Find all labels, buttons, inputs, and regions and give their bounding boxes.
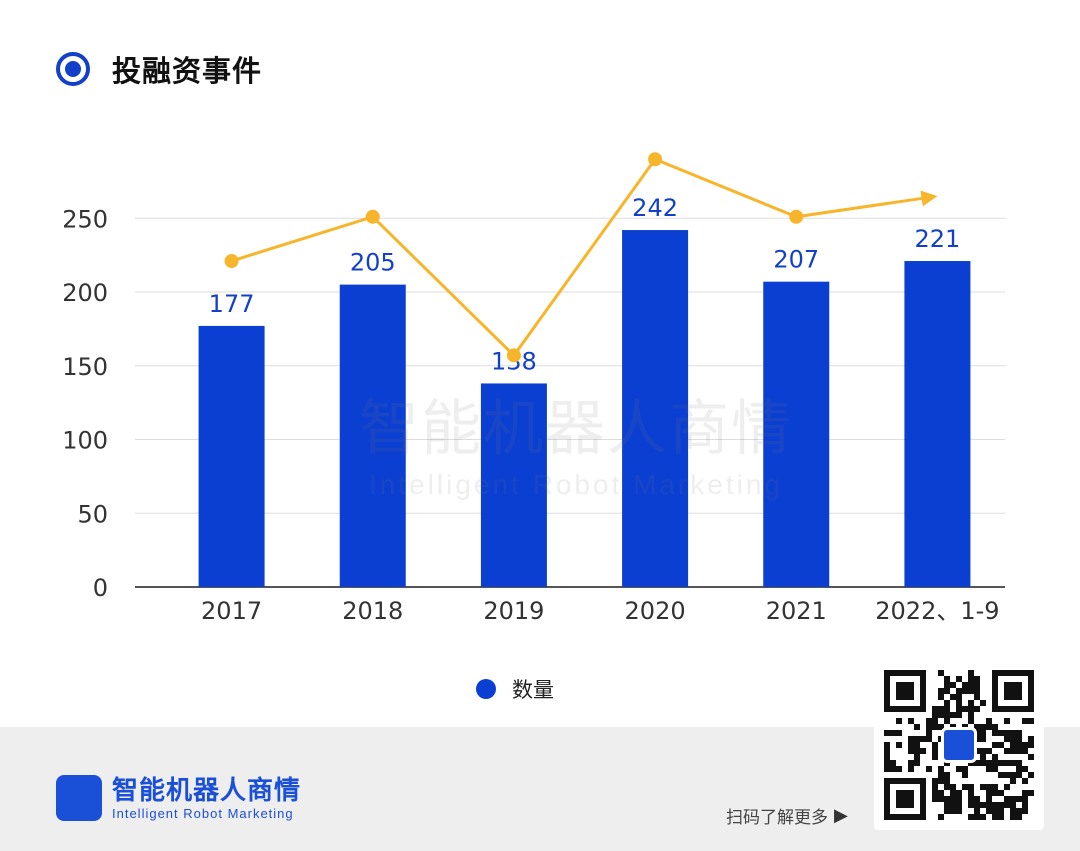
y-tick-label: 0	[93, 574, 108, 602]
x-tick-label: 2021	[766, 597, 827, 625]
x-tick-label: 2017	[201, 597, 262, 625]
scan-text: 扫码了解更多	[726, 808, 828, 828]
data-label: 177	[209, 290, 255, 318]
y-tick-label: 250	[62, 205, 108, 233]
bar	[763, 281, 830, 587]
line-point	[789, 209, 804, 224]
target-icon	[56, 52, 90, 86]
brand-logo-icon	[56, 775, 102, 821]
qr-code[interactable]	[874, 660, 1044, 830]
line-point	[224, 254, 239, 269]
bar	[339, 284, 406, 587]
brand-name-cn: 智能机器人商情	[112, 775, 302, 806]
legend-label: 数量	[512, 678, 554, 702]
qr-code-pattern	[884, 670, 1034, 820]
line-arrowhead	[920, 190, 938, 207]
data-label: 205	[350, 249, 396, 277]
data-label: 221	[915, 225, 961, 253]
scan-prompt[interactable]: 扫码了解更多 ▶	[726, 803, 848, 828]
chart-header: 投融资事件	[56, 46, 262, 92]
line-point	[648, 152, 663, 167]
page-title: 投融资事件	[112, 54, 263, 88]
line-point	[365, 209, 380, 224]
brand-name-en: Intelligent Robot Marketing	[112, 805, 294, 821]
series-line	[231, 157, 922, 358]
legend-swatch	[476, 679, 496, 699]
line-point	[506, 348, 521, 363]
qr-logo-icon	[941, 727, 977, 763]
data-label: 242	[632, 194, 678, 222]
chart-legend: 数量	[476, 674, 554, 704]
x-tick-label: 2022、1-9	[875, 597, 999, 625]
y-tick-label: 100	[62, 427, 108, 455]
bar	[480, 383, 547, 587]
y-tick-label: 150	[62, 353, 108, 381]
x-tick-label: 2019	[483, 597, 544, 625]
y-tick-label: 200	[62, 279, 108, 307]
play-arrow-icon: ▶	[834, 805, 848, 826]
x-tick-label: 2020	[625, 597, 686, 625]
x-tick-label: 2018	[342, 597, 403, 625]
brand[interactable]: 智能机器人商情 Intelligent Robot Marketing	[56, 775, 301, 821]
y-tick-label: 50	[77, 500, 108, 528]
data-label: 207	[773, 246, 819, 274]
bar	[622, 230, 689, 588]
bar	[198, 325, 265, 587]
bar	[904, 261, 971, 587]
